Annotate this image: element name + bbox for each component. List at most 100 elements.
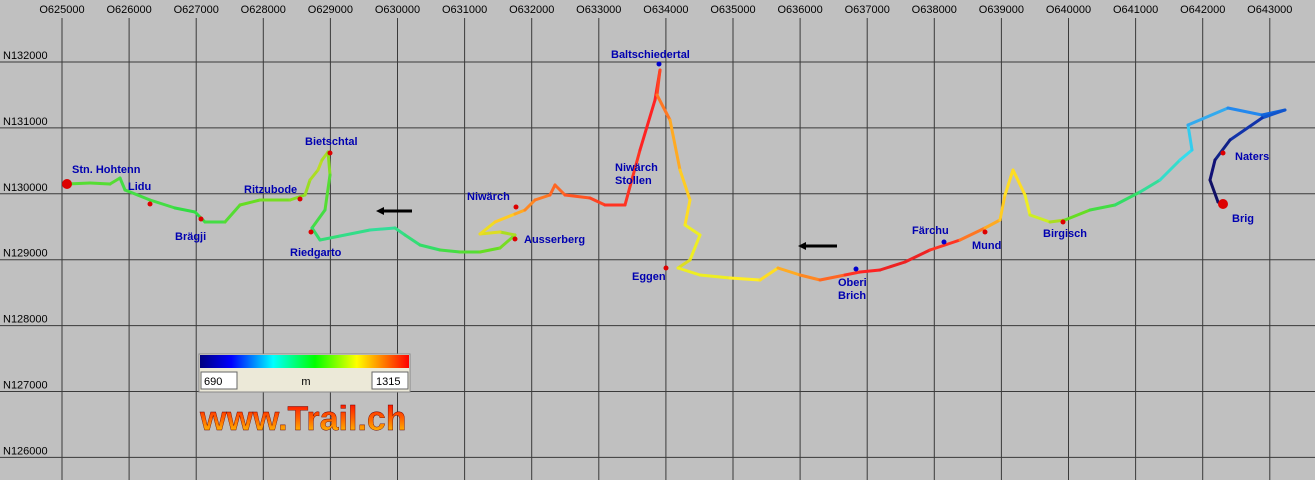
place-dot (513, 204, 519, 210)
trail-segment (843, 270, 862, 277)
trail-segment (1228, 116, 1264, 142)
trail-segment (478, 230, 502, 236)
x-grid-label: O634000 (643, 4, 688, 16)
trail-segment (623, 148, 642, 207)
trail-segment (903, 248, 932, 264)
place-dot (62, 179, 72, 189)
place-label: Niwärch (615, 162, 658, 174)
place-label: Niwärch (467, 191, 510, 203)
trail-segment (310, 226, 322, 242)
place-dot (1218, 199, 1228, 209)
place-label: Eggen (632, 271, 666, 283)
trail-segment (316, 158, 324, 172)
trail-segment (878, 260, 907, 272)
trail-segment (513, 208, 527, 216)
x-grid-label: O642000 (1180, 4, 1225, 16)
trail-segment (1260, 108, 1287, 120)
trail-segment (438, 248, 462, 254)
x-grid-label: O627000 (174, 4, 219, 16)
place-dot (198, 216, 204, 222)
place-dot (1060, 219, 1066, 225)
trail-segment (1186, 123, 1194, 152)
trail-segment (688, 233, 702, 262)
x-grid-label: O629000 (308, 4, 353, 16)
arrow (798, 242, 837, 250)
place-dot (147, 201, 153, 207)
trail-segment (655, 68, 662, 97)
trail-segment (563, 193, 592, 200)
x-grid-label: O630000 (375, 4, 420, 16)
place-label: Färchu (912, 225, 949, 237)
trail-segment (1226, 106, 1264, 117)
trail-segment (1213, 138, 1232, 162)
trail-segment (303, 178, 312, 197)
trail-segment (668, 118, 682, 172)
x-grid-label: O640000 (1046, 4, 1091, 16)
trail-segment (238, 198, 262, 207)
trail-segment (523, 198, 537, 212)
trail-segment (983, 218, 1002, 230)
y-grid-label: N126000 (3, 445, 48, 457)
trail-segment (1011, 168, 1027, 197)
place-label: Brig (1232, 213, 1254, 225)
y-grid-label: N128000 (3, 314, 48, 326)
trail-segment (1138, 178, 1162, 194)
watermark: www.Trail.ch (199, 400, 407, 438)
trail-segment (1208, 158, 1217, 182)
place-dot (663, 265, 669, 271)
trail-segment (1088, 203, 1117, 212)
trail-segment (998, 193, 1007, 222)
trail-segment (310, 208, 327, 230)
trail-segment (588, 196, 607, 207)
place-dot (308, 229, 314, 235)
trail-segment (498, 230, 517, 237)
x-grid-label: O625000 (39, 4, 84, 16)
trail-segment (1208, 178, 1220, 204)
x-grid-label: O643000 (1247, 4, 1292, 16)
trail-segment (553, 183, 567, 197)
x-grid-label: O638000 (912, 4, 957, 16)
place-dot (941, 239, 947, 245)
trail-segment (493, 212, 517, 224)
trail-segment (1113, 190, 1142, 207)
x-grid-label: O636000 (777, 4, 822, 16)
y-grid-label: N132000 (3, 50, 48, 62)
trail-segment (1028, 213, 1052, 224)
place-label: Brägji (175, 231, 206, 243)
trail-segment (318, 234, 342, 242)
place-label: Bietschtal (305, 136, 358, 148)
trail-segment (368, 226, 397, 232)
trail-segment (958, 226, 987, 242)
trail-segment (655, 93, 672, 122)
trail-segment (678, 168, 692, 202)
trail-segment (533, 193, 552, 202)
place-dot (1220, 150, 1226, 156)
place-dot (656, 61, 662, 67)
trail-segment (323, 173, 332, 212)
trail-segment (1158, 158, 1182, 182)
place-label: Baltschiedertal (611, 49, 690, 61)
place-label: Brich (838, 290, 866, 302)
trail-segment (223, 203, 242, 224)
trail-segment (758, 266, 780, 282)
legend-max: 1315 (376, 376, 400, 388)
trail-segment (1063, 208, 1092, 222)
place-dot (297, 196, 303, 202)
legend-min: 690 (204, 376, 222, 388)
trail-segment (676, 258, 692, 270)
trail-segment (88, 181, 112, 186)
place-label: Naters (1235, 151, 1269, 163)
x-grid-label: O635000 (710, 4, 755, 16)
place-dot (512, 236, 518, 242)
place-label: Ritzubode (244, 184, 297, 196)
trail-segment (683, 223, 702, 237)
trail-segment (1178, 148, 1194, 162)
place-dot (853, 266, 859, 272)
x-grid-label: O637000 (845, 4, 890, 16)
place-label: Stollen (615, 175, 652, 187)
trail-segment (498, 233, 517, 250)
trail-segment (418, 243, 442, 252)
trail-segment (478, 246, 502, 254)
place-label: Lidu (128, 181, 151, 193)
